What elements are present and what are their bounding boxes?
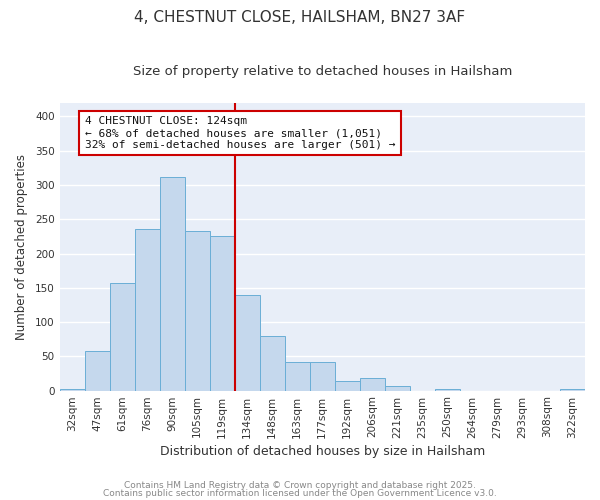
Bar [385,386,410,390]
Text: 4 CHESTNUT CLOSE: 124sqm
← 68% of detached houses are smaller (1,051)
32% of sem: 4 CHESTNUT CLOSE: 124sqm ← 68% of detach… [85,116,395,150]
Bar [134,229,160,390]
Bar [185,231,209,390]
Bar [285,362,310,390]
Bar [310,362,335,390]
Bar [160,178,185,390]
Bar [560,388,585,390]
Bar [209,236,235,390]
X-axis label: Distribution of detached houses by size in Hailsham: Distribution of detached houses by size … [160,444,485,458]
Bar [59,388,85,390]
Bar [85,351,110,391]
Bar [435,389,460,390]
Bar [110,283,134,391]
Text: Contains public sector information licensed under the Open Government Licence v3: Contains public sector information licen… [103,488,497,498]
Bar [335,381,360,390]
Y-axis label: Number of detached properties: Number of detached properties [15,154,28,340]
Text: Contains HM Land Registry data © Crown copyright and database right 2025.: Contains HM Land Registry data © Crown c… [124,481,476,490]
Bar [360,378,385,390]
Bar [260,336,285,390]
Bar [235,294,260,390]
Text: 4, CHESTNUT CLOSE, HAILSHAM, BN27 3AF: 4, CHESTNUT CLOSE, HAILSHAM, BN27 3AF [134,10,466,25]
Title: Size of property relative to detached houses in Hailsham: Size of property relative to detached ho… [133,65,512,78]
